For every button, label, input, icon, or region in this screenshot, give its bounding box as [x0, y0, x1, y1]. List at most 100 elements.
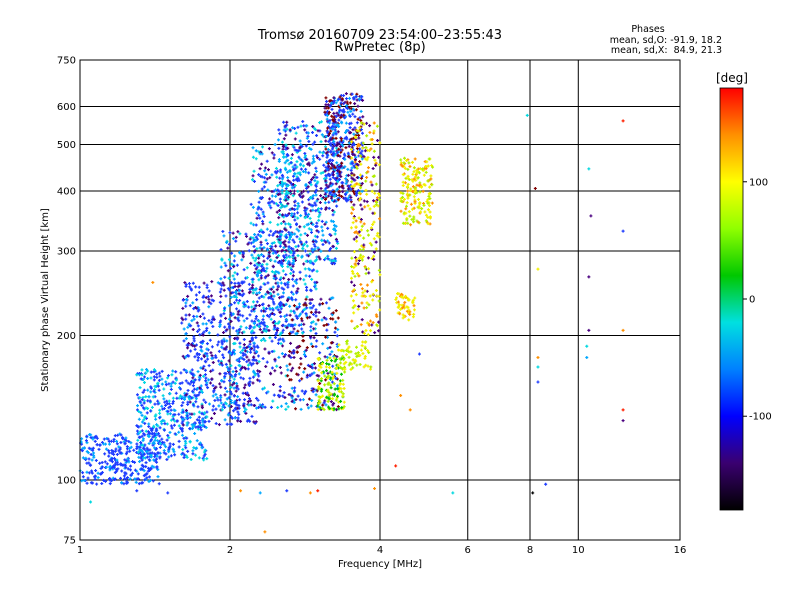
data-point [180, 421, 184, 425]
data-point [233, 336, 237, 340]
data-point [268, 336, 272, 340]
data-point [153, 452, 157, 456]
data-point [332, 382, 336, 386]
data-point [351, 128, 355, 132]
data-point [291, 292, 295, 296]
data-point [309, 147, 313, 151]
data-point [238, 232, 242, 236]
data-point [307, 397, 311, 401]
data-point [360, 143, 364, 147]
data-point [352, 265, 356, 269]
data-point [268, 204, 272, 208]
data-point [145, 472, 149, 476]
data-point [300, 377, 304, 381]
data-point [155, 460, 159, 464]
data-point [425, 200, 429, 204]
data-point [305, 306, 309, 310]
data-point [199, 345, 203, 349]
data-point [313, 190, 317, 194]
data-point [261, 212, 265, 216]
data-point [236, 285, 240, 289]
data-point [227, 276, 231, 280]
data-point [284, 168, 288, 172]
data-point [149, 390, 153, 394]
data-point [405, 185, 409, 189]
data-point [347, 154, 351, 158]
data-point [100, 471, 104, 475]
data-point [255, 274, 259, 278]
data-point [304, 167, 308, 171]
data-point [359, 220, 363, 224]
data-point [285, 326, 289, 330]
data-point [230, 262, 234, 266]
data-point [271, 321, 275, 325]
data-point [354, 352, 358, 356]
data-point [290, 268, 294, 272]
data-point [232, 348, 236, 352]
data-point [256, 372, 260, 376]
data-point [296, 149, 300, 153]
data-point [238, 364, 242, 368]
data-point [316, 489, 320, 493]
data-point [314, 345, 318, 348]
data-point [359, 162, 363, 166]
data-point [413, 157, 417, 161]
data-point [284, 302, 288, 306]
data-point [283, 243, 287, 247]
data-point [260, 330, 264, 334]
data-point [331, 176, 335, 180]
data-point [320, 371, 324, 375]
data-point [145, 416, 149, 420]
data-point [339, 361, 343, 365]
data-point [254, 223, 258, 227]
data-point [290, 297, 294, 301]
data-point [166, 410, 170, 414]
data-point [374, 247, 378, 251]
data-point [349, 294, 353, 298]
data-point [288, 261, 292, 265]
data-point [338, 365, 342, 369]
data-point [303, 206, 307, 210]
data-point [375, 124, 379, 128]
data-point [278, 310, 282, 314]
data-point [234, 366, 238, 370]
data-point [302, 124, 306, 128]
data-point [337, 189, 341, 193]
data-point [109, 458, 113, 462]
data-point [424, 170, 428, 174]
data-point [258, 379, 262, 383]
data-point [330, 114, 334, 118]
data-point [282, 355, 286, 359]
data-point [290, 318, 294, 322]
data-point [195, 306, 199, 310]
data-point [108, 477, 112, 481]
data-point [203, 452, 207, 456]
data-point [366, 364, 370, 368]
data-point [165, 399, 169, 403]
data-point [334, 224, 338, 228]
data-point [211, 394, 215, 398]
data-point [183, 444, 187, 448]
data-point [292, 192, 296, 196]
data-point [280, 140, 284, 144]
data-point [355, 163, 359, 167]
data-point [207, 289, 211, 293]
data-point [268, 201, 272, 205]
data-point [400, 199, 404, 203]
data-point [257, 360, 261, 364]
data-point [225, 390, 229, 394]
data-point [412, 177, 416, 181]
data-point [341, 140, 345, 144]
data-point [354, 182, 358, 186]
data-point [264, 328, 268, 332]
data-point [196, 329, 200, 333]
plot-border [79, 59, 681, 541]
data-point [256, 354, 260, 358]
data-point [149, 385, 153, 389]
data-point [242, 386, 246, 390]
data-point [409, 187, 413, 191]
data-point [270, 194, 274, 198]
data-point [364, 188, 368, 192]
